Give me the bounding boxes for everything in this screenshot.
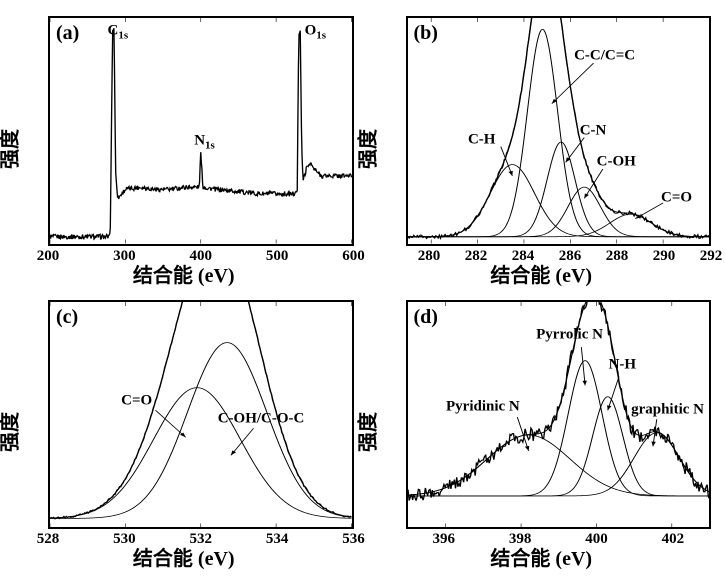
xlabel-a: 结合能 (eV) [133, 259, 235, 288]
ylabel-d: 强度 [351, 412, 380, 452]
panel-d: 强度 (d) Pyridinic NPyrrolic NN-Hgraphitic… [366, 294, 718, 572]
chart-grid: 强度 (a) C1sN1sO1s 200300400500600 结合能 (eV… [0, 0, 725, 581]
xlabel-prefix: 结合能 [133, 548, 193, 570]
xtick-label: 200 [37, 248, 60, 265]
plotframe-a: (a) C1sN1sO1s [48, 16, 354, 246]
xtick-label: 500 [266, 248, 289, 265]
xtick-label: 402 [662, 531, 685, 548]
svg-a [50, 18, 352, 244]
xlabel-prefix: 结合能 [133, 265, 193, 287]
xtick-label: 528 [37, 531, 60, 548]
svg-d [408, 302, 710, 528]
panel-tag-c: (c) [56, 306, 78, 329]
xlabel-d: 结合能 (eV) [490, 542, 592, 571]
panel-a: 强度 (a) C1sN1sO1s 200300400500600 结合能 (eV… [8, 10, 360, 288]
ylabel-c: 强度 [0, 412, 23, 452]
plotframe-d: (d) Pyridinic NPyrrolic NN-Hgraphitic N [406, 300, 712, 530]
xtick-label: 600 [342, 248, 365, 265]
panel-tag-b: (b) [414, 22, 438, 45]
xtick-label: 290 [653, 248, 676, 265]
xlabel-suffix: (eV) [555, 548, 592, 570]
xtick-label: 282 [465, 248, 488, 265]
ylabel-a: 强度 [0, 129, 23, 169]
panel-tag-a: (a) [56, 22, 79, 45]
svg-b [408, 18, 710, 244]
panel-c: 强度 (c) C=OC-OH/C-O-C 528530532534536 结合能… [8, 294, 360, 572]
panel-b: 强度 (b) C-HC-C/C=CC-NC-OHC=O 280282284286… [366, 10, 718, 288]
xtick-label: 280 [418, 248, 441, 265]
xlabel-c: 结合能 (eV) [133, 542, 235, 571]
xlabel-suffix: (eV) [198, 265, 235, 287]
xtick-label: 292 [700, 248, 723, 265]
xlabel-b: 结合能 (eV) [490, 259, 592, 288]
xlabel-suffix: (eV) [198, 548, 235, 570]
plotframe-b: (b) C-HC-C/C=CC-NC-OHC=O [406, 16, 712, 246]
xtick-label: 288 [606, 248, 629, 265]
xlabel-suffix: (eV) [555, 265, 592, 287]
xlabel-prefix: 结合能 [490, 265, 550, 287]
ylabel-b: 强度 [351, 129, 380, 169]
svg-c [50, 302, 352, 528]
xtick-label: 536 [342, 531, 365, 548]
panel-tag-d: (d) [414, 306, 438, 329]
xtick-label: 396 [432, 531, 455, 548]
xlabel-prefix: 结合能 [490, 548, 550, 570]
xtick-label: 534 [266, 531, 289, 548]
plotframe-c: (c) C=OC-OH/C-O-C [48, 300, 354, 530]
